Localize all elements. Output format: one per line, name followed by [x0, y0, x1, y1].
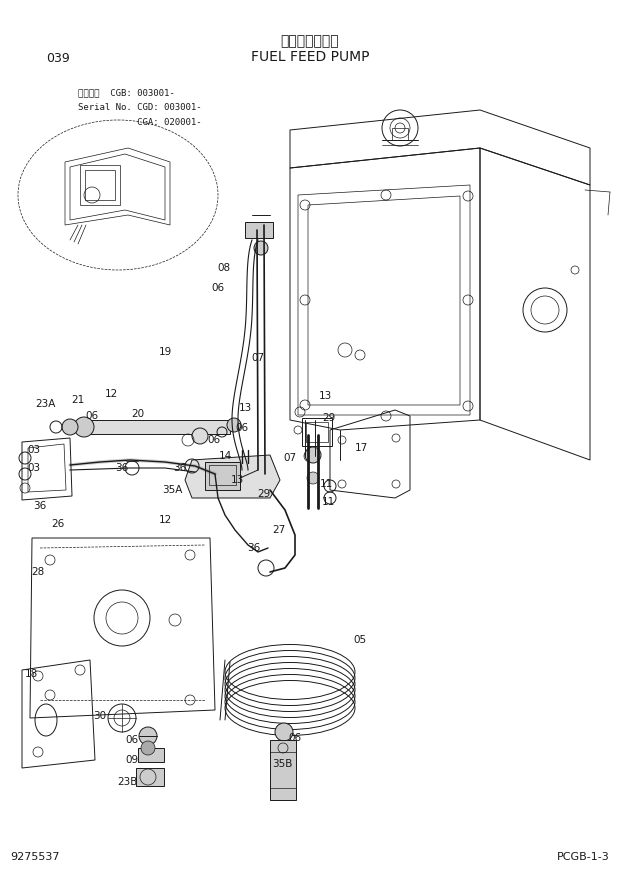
- Text: 039: 039: [46, 52, 69, 65]
- Text: 23A: 23A: [35, 399, 56, 409]
- Text: 23B: 23B: [118, 777, 138, 787]
- Text: 07: 07: [283, 453, 296, 463]
- Text: 18: 18: [25, 669, 38, 679]
- Text: 26: 26: [51, 519, 64, 529]
- Text: 06: 06: [207, 435, 220, 445]
- Text: 17: 17: [355, 443, 368, 453]
- Bar: [209, 465, 236, 485]
- Text: 13: 13: [239, 403, 252, 413]
- Text: 36: 36: [115, 463, 128, 473]
- Circle shape: [275, 723, 293, 741]
- Text: 35A: 35A: [162, 485, 183, 495]
- Text: 05: 05: [353, 635, 366, 645]
- Text: 09: 09: [125, 755, 138, 765]
- Text: FUEL FEED PUMP: FUEL FEED PUMP: [250, 50, 370, 64]
- Circle shape: [74, 417, 94, 437]
- Bar: [85, 170, 115, 200]
- Circle shape: [62, 419, 78, 435]
- Bar: [136, 768, 164, 786]
- Circle shape: [139, 727, 157, 745]
- Text: 13: 13: [231, 475, 244, 485]
- Text: 06: 06: [125, 735, 138, 745]
- Text: CGA: 020001-: CGA: 020001-: [78, 118, 202, 127]
- Circle shape: [141, 741, 155, 755]
- Text: 08: 08: [217, 263, 230, 273]
- Text: 27: 27: [272, 525, 285, 535]
- Text: 29: 29: [257, 489, 270, 499]
- Text: Serial No. CGD: 003001-: Serial No. CGD: 003001-: [78, 103, 202, 112]
- Text: 03: 03: [27, 463, 40, 473]
- Bar: [90, 420, 230, 434]
- Text: 28: 28: [31, 567, 44, 577]
- Bar: [80, 165, 120, 205]
- Circle shape: [254, 241, 268, 255]
- Polygon shape: [185, 455, 280, 498]
- Text: 36: 36: [173, 463, 186, 473]
- Text: 35B: 35B: [272, 759, 293, 769]
- Bar: [138, 748, 164, 762]
- Bar: [245, 222, 273, 238]
- Text: 13: 13: [319, 391, 332, 401]
- Text: 03: 03: [27, 445, 40, 455]
- Text: 14: 14: [219, 451, 232, 461]
- Text: 9275537: 9275537: [10, 852, 60, 862]
- Circle shape: [192, 428, 208, 444]
- Bar: [302, 418, 332, 446]
- Text: 12: 12: [159, 515, 172, 525]
- Circle shape: [227, 418, 241, 432]
- Text: 06: 06: [211, 283, 224, 293]
- Text: 11: 11: [320, 479, 334, 489]
- Text: 06: 06: [288, 733, 301, 743]
- Text: 適用号機  CGB: 003001-: 適用号機 CGB: 003001-: [78, 88, 175, 97]
- Circle shape: [305, 447, 321, 463]
- Text: 21: 21: [71, 395, 84, 405]
- Text: 29: 29: [322, 413, 335, 423]
- Text: 36: 36: [247, 543, 260, 553]
- Text: 燃料給油ポンプ: 燃料給油ポンプ: [281, 34, 339, 48]
- Text: 06: 06: [85, 411, 98, 421]
- Text: 36: 36: [33, 501, 46, 511]
- Text: 30: 30: [93, 711, 106, 721]
- Text: 07: 07: [251, 353, 264, 363]
- Text: PCGB-1-3: PCGB-1-3: [557, 852, 610, 862]
- Bar: [306, 422, 328, 442]
- Text: 12: 12: [105, 389, 118, 399]
- Bar: [205, 462, 240, 490]
- Text: 06: 06: [235, 423, 248, 433]
- Circle shape: [307, 472, 319, 484]
- Text: 20: 20: [131, 409, 144, 419]
- Polygon shape: [270, 740, 296, 800]
- Text: 19: 19: [159, 347, 172, 357]
- Text: 11: 11: [322, 497, 335, 507]
